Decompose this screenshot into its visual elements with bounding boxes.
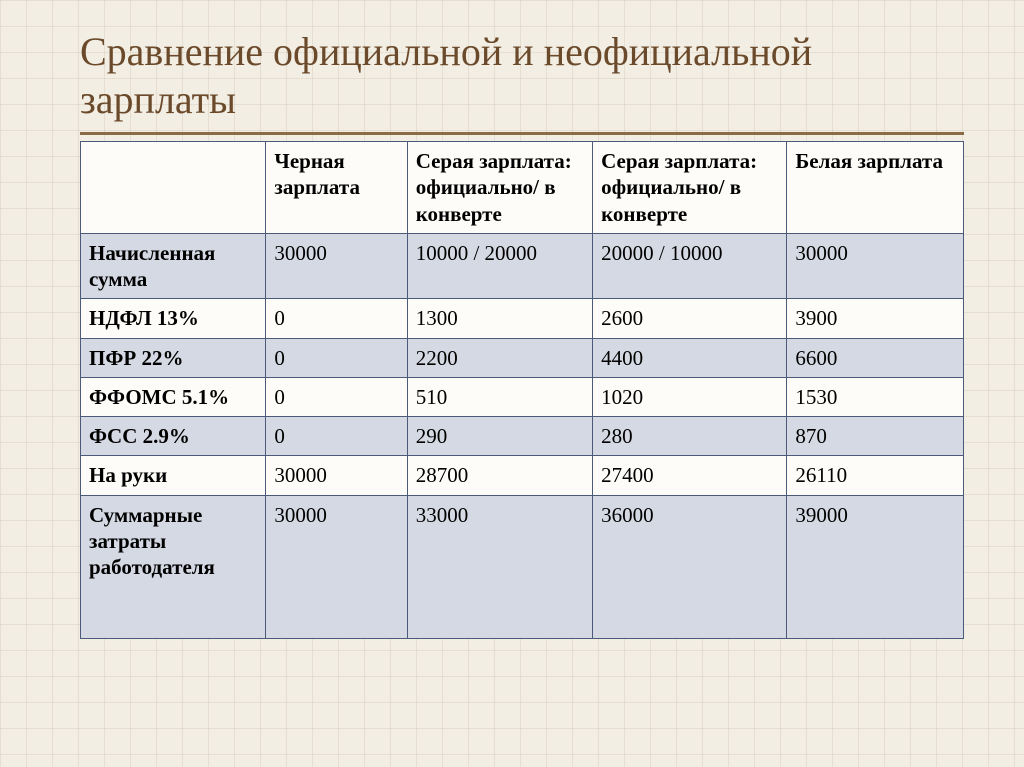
table-row: ФФОМС 5.1%051010201530 [81,377,964,416]
title-underline [80,132,964,135]
table-cell: 33000 [407,495,592,639]
table-cell: 0 [266,417,407,456]
table-cell: 2200 [407,338,592,377]
table-cell: 28700 [407,456,592,495]
table-row: На руки30000287002740026110 [81,456,964,495]
table-cell: 30000 [266,456,407,495]
slide-title: Сравнение официальной и неофициальной за… [80,28,964,124]
table-cell: 280 [593,417,787,456]
row-label: Начисленная сумма [81,233,266,299]
table-row: ФСС 2.9%0290280870 [81,417,964,456]
table-header-row: Черная зарплата Серая зарплата: официаль… [81,142,964,234]
row-label: ПФР 22% [81,338,266,377]
table-cell: 10000 / 20000 [407,233,592,299]
col-header-white: Белая зарплата [787,142,964,234]
table-cell: 290 [407,417,592,456]
table-cell: 4400 [593,338,787,377]
table-cell: 2600 [593,299,787,338]
table-cell: 39000 [787,495,964,639]
col-header-empty [81,142,266,234]
table-cell: 36000 [593,495,787,639]
col-header-black: Черная зарплата [266,142,407,234]
table-cell: 870 [787,417,964,456]
table-row: Суммарные затраты работодателя3000033000… [81,495,964,639]
table-cell: 20000 / 10000 [593,233,787,299]
table-cell: 30000 [266,233,407,299]
table-cell: 1020 [593,377,787,416]
table-body: Начисленная сумма3000010000 / 2000020000… [81,233,964,639]
table-row: НДФЛ 13%0130026003900 [81,299,964,338]
row-label: Суммарные затраты работодателя [81,495,266,639]
table-cell: 26110 [787,456,964,495]
table-cell: 0 [266,338,407,377]
slide-content: Сравнение официальной и неофициальной за… [80,28,964,639]
table-cell: 6600 [787,338,964,377]
table-cell: 3900 [787,299,964,338]
row-label: ФСС 2.9% [81,417,266,456]
row-label: НДФЛ 13% [81,299,266,338]
table-row: Начисленная сумма3000010000 / 2000020000… [81,233,964,299]
salary-comparison-table: Черная зарплата Серая зарплата: официаль… [80,141,964,639]
table-cell: 0 [266,377,407,416]
table-cell: 1300 [407,299,592,338]
row-label: ФФОМС 5.1% [81,377,266,416]
table-cell: 30000 [266,495,407,639]
table-cell: 27400 [593,456,787,495]
table-cell: 510 [407,377,592,416]
table-cell: 0 [266,299,407,338]
table-cell: 30000 [787,233,964,299]
table-row: ПФР 22%0220044006600 [81,338,964,377]
row-label: На руки [81,456,266,495]
col-header-gray2: Серая зарплата: официально/ в конверте [593,142,787,234]
table-cell: 1530 [787,377,964,416]
slide: Сравнение официальной и неофициальной за… [0,0,1024,767]
col-header-gray1: Серая зарплата: официально/ в конверте [407,142,592,234]
